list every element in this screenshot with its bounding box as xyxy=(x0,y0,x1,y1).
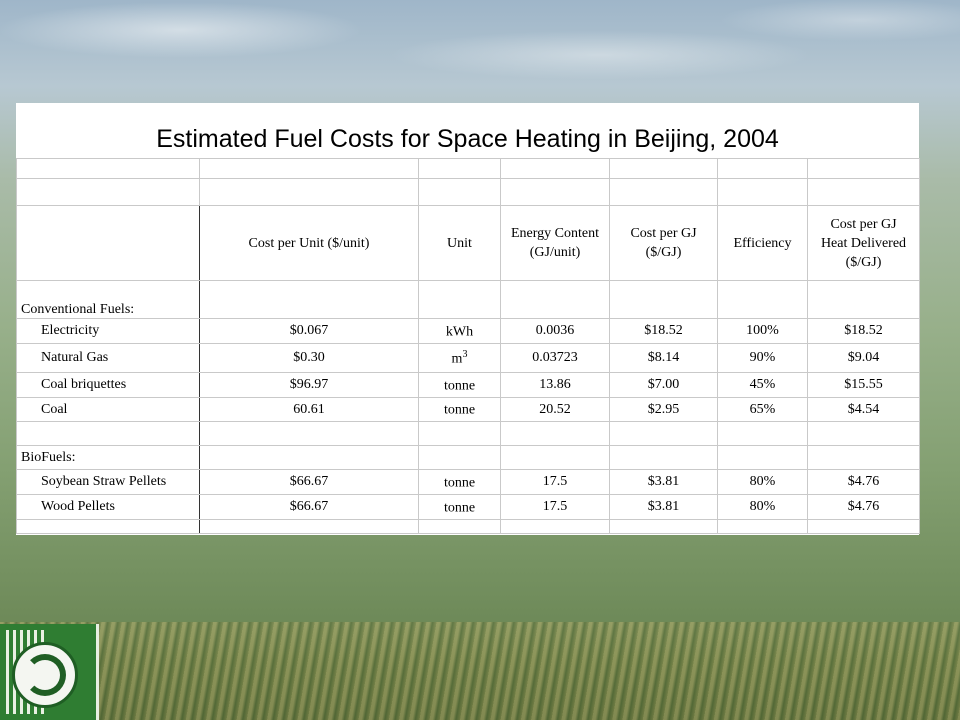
cost-cell: $66.67 xyxy=(199,494,419,520)
fuel-name: Natural Gas xyxy=(16,343,200,373)
table-row: Coal 60.61 tonne 20.52 $2.95 65% $4.54 xyxy=(16,397,920,422)
section-row-biofuels: BioFuels: xyxy=(16,445,920,470)
page-title: Estimated Fuel Costs for Space Heating i… xyxy=(156,125,779,153)
recycling-logo xyxy=(0,624,99,720)
unit-cell: tonne xyxy=(418,397,501,422)
unit-cell: tonne xyxy=(418,494,501,520)
cost-cell: $66.67 xyxy=(199,469,419,495)
cost-cell: $96.97 xyxy=(199,372,419,398)
delivered-cell: $4.76 xyxy=(807,469,920,495)
cost-gj-cell: $2.95 xyxy=(609,397,718,422)
cost-gj-cell: $7.00 xyxy=(609,372,718,398)
unit-cell: kWh xyxy=(418,318,501,344)
delivered-cell: $4.76 xyxy=(807,494,920,520)
efficiency-cell: 80% xyxy=(717,494,808,520)
table-row: Electricity $0.067 kWh 0.0036 $18.52 100… xyxy=(16,318,920,344)
header-cost-delivered: Cost per GJ Heat Delivered ($/GJ) xyxy=(807,205,920,281)
delivered-cell: $9.04 xyxy=(807,343,920,373)
fuel-name: Soybean Straw Pellets xyxy=(16,469,200,495)
recycle-arrow-icon xyxy=(24,654,66,696)
section-label: Conventional Fuels: xyxy=(16,280,200,319)
efficiency-cell: 80% xyxy=(717,469,808,495)
delivered-cell: $4.54 xyxy=(807,397,920,422)
sky-background xyxy=(0,0,960,110)
header-cost-per-unit: Cost per Unit ($/unit) xyxy=(199,205,419,281)
energy-cell: 0.0036 xyxy=(500,318,610,344)
fuel-name: Electricity xyxy=(16,318,200,344)
delivered-cell: $18.52 xyxy=(807,318,920,344)
energy-cell: 17.5 xyxy=(500,494,610,520)
energy-cell: 0.03723 xyxy=(500,343,610,373)
energy-cell: 20.52 xyxy=(500,397,610,422)
blank-row xyxy=(16,421,920,446)
cost-gj-cell: $18.52 xyxy=(609,318,718,344)
cost-cell: $0.30 xyxy=(199,343,419,373)
header-energy-content: Energy Content (GJ/unit) xyxy=(500,205,610,281)
rice-field-background xyxy=(0,622,960,720)
blank-row xyxy=(16,178,920,206)
energy-cell: 17.5 xyxy=(500,469,610,495)
blank-row xyxy=(16,158,920,179)
efficiency-cell: 45% xyxy=(717,372,808,398)
blank-row xyxy=(16,519,920,534)
efficiency-cell: 100% xyxy=(717,318,808,344)
energy-cell: 13.86 xyxy=(500,372,610,398)
header-cost-per-gj: Cost per GJ ($/GJ) xyxy=(609,205,718,281)
cost-gj-cell: $3.81 xyxy=(609,469,718,495)
unit-cell: m3 xyxy=(418,343,501,373)
fuel-name: Wood Pellets xyxy=(16,494,200,520)
header-row: Cost per Unit ($/unit) Unit Energy Conte… xyxy=(16,205,920,281)
table-row: Coal briquettes $96.97 tonne 13.86 $7.00… xyxy=(16,372,920,398)
cost-cell: $0.067 xyxy=(199,318,419,344)
unit-cell: tonne xyxy=(418,372,501,398)
fuel-costs-table: Cost per Unit ($/unit) Unit Energy Conte… xyxy=(16,158,920,534)
cost-gj-cell: $3.81 xyxy=(609,494,718,520)
header-unit: Unit xyxy=(418,205,501,281)
table-row: Soybean Straw Pellets $66.67 tonne 17.5 … xyxy=(16,469,920,495)
efficiency-cell: 90% xyxy=(717,343,808,373)
cost-gj-cell: $8.14 xyxy=(609,343,718,373)
fuel-name: Coal briquettes xyxy=(16,372,200,398)
unit-cell: tonne xyxy=(418,469,501,495)
fuel-name: Coal xyxy=(16,397,200,422)
section-label: BioFuels: xyxy=(16,445,200,470)
header-blank xyxy=(16,205,200,281)
section-row-conventional: Conventional Fuels: xyxy=(16,280,920,319)
header-efficiency: Efficiency xyxy=(717,205,808,281)
table-row: Wood Pellets $66.67 tonne 17.5 $3.81 80%… xyxy=(16,494,920,520)
cost-cell: 60.61 xyxy=(199,397,419,422)
table-row: Natural Gas $0.30 m3 0.03723 $8.14 90% $… xyxy=(16,343,920,373)
delivered-cell: $15.55 xyxy=(807,372,920,398)
efficiency-cell: 65% xyxy=(717,397,808,422)
